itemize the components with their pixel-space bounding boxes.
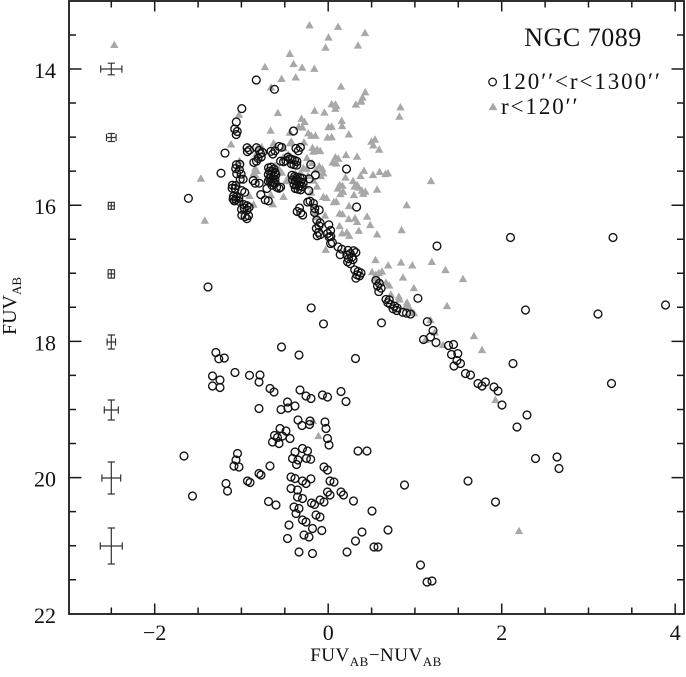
svg-text:r<120′′: r<120′′ — [501, 94, 580, 119]
svg-text:120′′<r<1300′′: 120′′<r<1300′′ — [501, 69, 662, 94]
svg-text:0: 0 — [323, 620, 334, 645]
svg-text:22: 22 — [34, 603, 56, 628]
svg-text:NGC 7089: NGC 7089 — [524, 23, 641, 52]
svg-text:FUVAB−NUVAB: FUVAB−NUVAB — [310, 645, 442, 669]
svg-text:4: 4 — [670, 620, 681, 645]
svg-text:2: 2 — [496, 620, 507, 645]
svg-text:FUVAB: FUVAB — [0, 277, 24, 335]
svg-text:18: 18 — [34, 330, 56, 355]
svg-text:20: 20 — [34, 467, 56, 492]
svg-text:−2: −2 — [143, 620, 166, 645]
svg-text:16: 16 — [34, 194, 56, 219]
svg-text:14: 14 — [34, 58, 56, 83]
